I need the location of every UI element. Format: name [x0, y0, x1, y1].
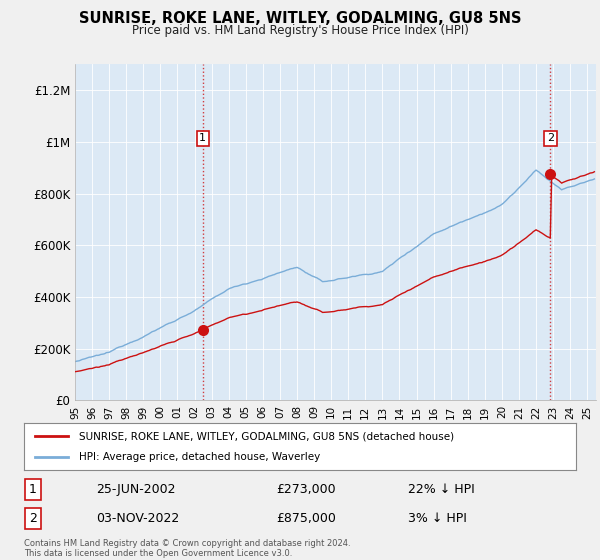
Text: Price paid vs. HM Land Registry's House Price Index (HPI): Price paid vs. HM Land Registry's House … [131, 24, 469, 36]
Text: £273,000: £273,000 [276, 483, 335, 496]
Text: 03-NOV-2022: 03-NOV-2022 [96, 512, 179, 525]
Text: 1: 1 [199, 133, 206, 143]
Text: 2: 2 [547, 133, 554, 143]
Text: 22% ↓ HPI: 22% ↓ HPI [408, 483, 475, 496]
Text: 25-JUN-2002: 25-JUN-2002 [96, 483, 176, 496]
Text: £875,000: £875,000 [276, 512, 336, 525]
Text: HPI: Average price, detached house, Waverley: HPI: Average price, detached house, Wave… [79, 452, 320, 462]
Text: SUNRISE, ROKE LANE, WITLEY, GODALMING, GU8 5NS (detached house): SUNRISE, ROKE LANE, WITLEY, GODALMING, G… [79, 431, 454, 441]
Text: Contains HM Land Registry data © Crown copyright and database right 2024.
This d: Contains HM Land Registry data © Crown c… [24, 539, 350, 558]
Text: 1: 1 [29, 483, 37, 496]
Text: 3% ↓ HPI: 3% ↓ HPI [408, 512, 467, 525]
Text: SUNRISE, ROKE LANE, WITLEY, GODALMING, GU8 5NS: SUNRISE, ROKE LANE, WITLEY, GODALMING, G… [79, 11, 521, 26]
Text: 2: 2 [29, 512, 37, 525]
